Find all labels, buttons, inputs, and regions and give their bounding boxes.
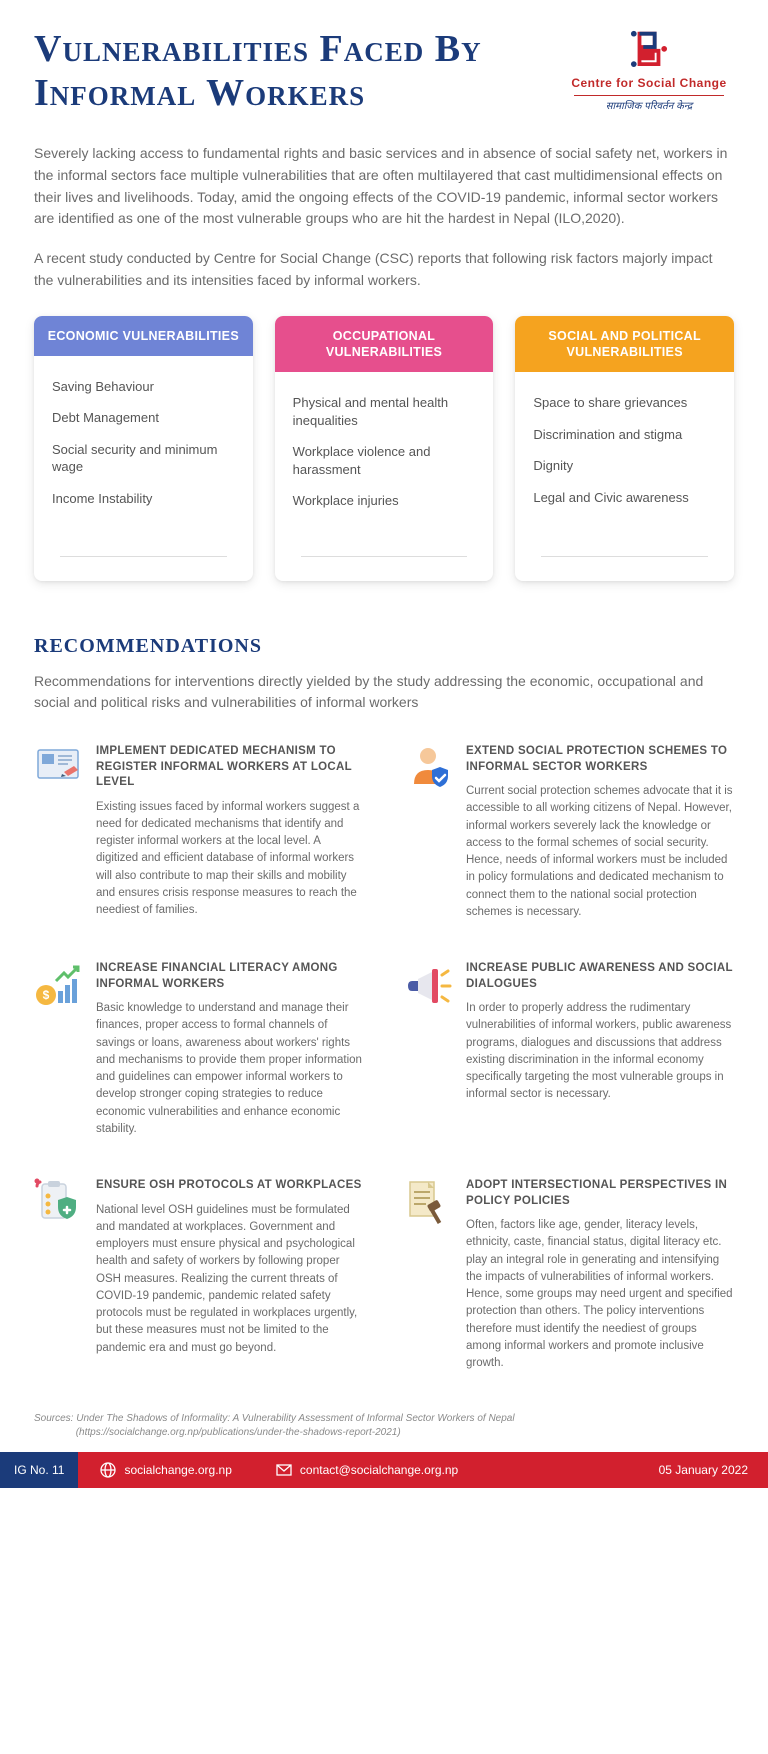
recommendation-item: ADOPT INTERSECTIONAL PERSPECTIVES IN POL… — [404, 1178, 734, 1372]
vulnerability-card: ECONOMIC VULNERABILITIESSaving Behaviour… — [34, 316, 253, 581]
footer-website: socialchange.org.np — [78, 1461, 253, 1479]
recommendation-title: ADOPT INTERSECTIONAL PERSPECTIVES IN POL… — [466, 1178, 734, 1209]
recommendation-icon — [34, 744, 82, 792]
recommendation-body: Existing issues faced by informal worker… — [96, 799, 364, 920]
card-body: Physical and mental health inequalities W… — [275, 372, 494, 542]
sources-url: (https://socialchange.org.np/publication… — [76, 1427, 401, 1438]
card-title: SOCIAL AND POLITICAL VULNERABILITIES — [515, 316, 734, 373]
recommendation-icon — [404, 744, 452, 792]
page-title: Vulnerabilities Faced By Informal Worker… — [34, 28, 544, 115]
recommendation-icon — [34, 1178, 82, 1226]
footer: IG No. 11 socialchange.org.np contact@so… — [0, 1452, 768, 1488]
logo: Centre for Social Change सामाजिक परिवर्त… — [564, 28, 734, 114]
recommendation-body: In order to properly address the rudimen… — [466, 1000, 734, 1104]
recommendations-heading: RECOMMENDATIONS — [34, 631, 734, 661]
recommendation-title: ENSURE OSH PROTOCOLS AT WORKPLACES — [96, 1178, 364, 1194]
recommendations-intro: Recommendations for interventions direct… — [34, 671, 734, 714]
card-body: Space to share grievances Discrimination … — [515, 372, 734, 542]
recommendation-item: IMPLEMENT DEDICATED MECHANISM TO REGISTE… — [34, 744, 364, 921]
card-body: Saving Behaviour Debt Management Social se… — [34, 356, 253, 542]
recommendation-item: EXTEND SOCIAL PROTECTION SCHEMES TO INFO… — [404, 744, 734, 921]
card-divider — [60, 556, 227, 557]
intro-para-2: A recent study conducted by Centre for S… — [34, 248, 734, 291]
card-item: Space to share grievances — [533, 394, 716, 412]
card-item: Physical and mental health inequalities — [293, 394, 476, 429]
recommendations-section: RECOMMENDATIONS Recommendations for inte… — [34, 631, 734, 1373]
recommendation-icon — [404, 1178, 452, 1226]
vulnerability-card: SOCIAL AND POLITICAL VULNERABILITIESSpac… — [515, 316, 734, 581]
card-divider — [541, 556, 708, 557]
recommendation-title: INCREASE FINANCIAL LITERACY AMONG INFORM… — [96, 961, 364, 992]
recommendations-grid: IMPLEMENT DEDICATED MECHANISM TO REGISTE… — [34, 744, 734, 1372]
recommendation-body: Often, factors like age, gender, literac… — [466, 1217, 734, 1372]
footer-date: 05 January 2022 — [659, 1461, 768, 1479]
logo-icon — [630, 28, 668, 70]
svg-text:$: $ — [43, 988, 50, 1002]
globe-icon — [100, 1462, 116, 1478]
vulnerability-cards: ECONOMIC VULNERABILITIESSaving Behaviour… — [34, 316, 734, 581]
card-item: Income Instability — [52, 490, 235, 508]
footer-email: contact@socialchange.org.np — [254, 1461, 480, 1479]
intro-text: Severely lacking access to fundamental r… — [34, 143, 734, 291]
card-divider — [301, 556, 468, 557]
card-item: Legal and Civic awareness — [533, 489, 716, 507]
logo-tagline: सामाजिक परिवर्तन केन्द्र — [564, 99, 734, 114]
recommendation-title: EXTEND SOCIAL PROTECTION SCHEMES TO INFO… — [466, 744, 734, 775]
sources: Sources: Under The Shadows of Informalit… — [34, 1412, 734, 1440]
card-item: Workplace violence and harassment — [293, 443, 476, 478]
card-item: Social security and minimum wage — [52, 441, 235, 476]
card-item: Workplace injuries — [293, 492, 476, 510]
card-item: Dignity — [533, 457, 716, 475]
footer-email-text: contact@socialchange.org.np — [300, 1461, 458, 1479]
recommendation-item: INCREASE PUBLIC AWARENESS AND SOCIAL DIA… — [404, 961, 734, 1138]
recommendation-title: INCREASE PUBLIC AWARENESS AND SOCIAL DIA… — [466, 961, 734, 992]
sources-text: Under The Shadows of Informality: A Vuln… — [76, 1413, 514, 1424]
card-title: ECONOMIC VULNERABILITIES — [34, 316, 253, 356]
sources-label: Sources: — [34, 1413, 73, 1424]
recommendation-title: IMPLEMENT DEDICATED MECHANISM TO REGISTE… — [96, 744, 364, 791]
recommendation-body: Basic knowledge to understand and manage… — [96, 1000, 364, 1138]
card-item: Discrimination and stigma — [533, 426, 716, 444]
footer-ig-number: IG No. 11 — [0, 1452, 78, 1488]
footer-website-text: socialchange.org.np — [124, 1461, 231, 1479]
recommendation-body: National level OSH guidelines must be fo… — [96, 1202, 364, 1357]
recommendation-icon — [404, 961, 452, 1009]
recommendation-body: Current social protection schemes advoca… — [466, 783, 734, 921]
card-title: OCCUPATIONAL VULNERABILITIES — [275, 316, 494, 373]
card-item: Saving Behaviour — [52, 378, 235, 396]
recommendation-icon: $ — [34, 961, 82, 1009]
card-item: Debt Management — [52, 409, 235, 427]
recommendation-item: $ INCREASE FINANCIAL LITERACY AMONG INFOR… — [34, 961, 364, 1138]
header: Vulnerabilities Faced By Informal Worker… — [34, 28, 734, 115]
intro-para-1: Severely lacking access to fundamental r… — [34, 143, 734, 230]
vulnerability-card: OCCUPATIONAL VULNERABILITIESPhysical and… — [275, 316, 494, 581]
recommendation-item: ENSURE OSH PROTOCOLS AT WORKPLACES Nation… — [34, 1178, 364, 1372]
mail-icon — [276, 1462, 292, 1478]
logo-org-name: Centre for Social Change — [564, 74, 734, 92]
